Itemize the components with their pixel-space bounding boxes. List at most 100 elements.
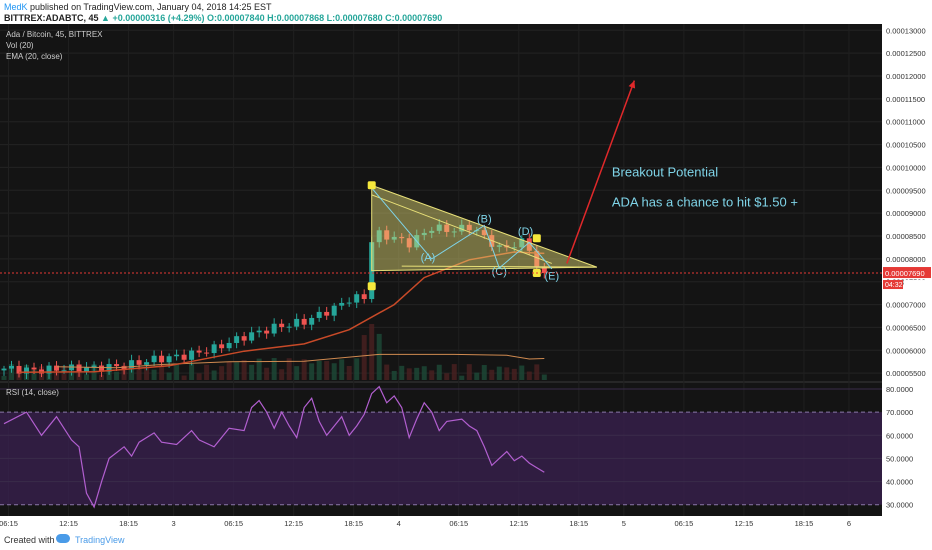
volume-bar	[144, 366, 150, 380]
price-tick-label: 0.00012000	[886, 72, 926, 81]
price-tick-label: 0.00006500	[886, 323, 926, 332]
candle-body	[144, 362, 150, 365]
volume-bar	[271, 358, 277, 380]
price-tick-label: 0.00011500	[886, 95, 925, 104]
volume-bar	[234, 362, 240, 380]
candle-body	[84, 367, 90, 372]
wave-label: (E)	[544, 270, 559, 282]
chart-svg[interactable]: 0.00013000 0.00012500 0.00012000 0.00011500…	[0, 24, 932, 530]
candle-body	[16, 365, 22, 374]
breakout-arrow	[566, 80, 636, 264]
wave-label: (C)	[492, 266, 507, 278]
candle-body	[466, 224, 472, 231]
volume-bar	[414, 367, 420, 380]
candle-body	[534, 250, 540, 267]
volume-bar	[331, 363, 337, 380]
volume-bar	[211, 370, 217, 380]
candle-body	[174, 354, 180, 357]
chart-area[interactable]: 0.00013000 0.00012500 0.00012000 0.00011500…	[0, 24, 932, 530]
volume-bar	[339, 359, 345, 380]
volume-bar	[69, 371, 75, 380]
volume-bar	[256, 358, 262, 380]
price-tag-label: 0.00007690	[885, 269, 925, 278]
volume-bar	[504, 367, 510, 380]
volume-bar	[99, 374, 105, 380]
candle-body	[91, 365, 97, 368]
candle-body	[54, 365, 60, 371]
volume-bar	[84, 374, 90, 380]
volume-bar	[159, 365, 165, 380]
candle-body	[31, 367, 37, 370]
time-tick-label: 5	[622, 519, 626, 528]
volume-bar	[226, 361, 232, 380]
volume-bar	[324, 361, 330, 380]
volume-bar	[286, 358, 292, 380]
candle-body	[151, 355, 157, 363]
author-link[interactable]: MedK	[4, 2, 28, 12]
price-tick-label: 0.00008000	[886, 255, 926, 264]
time-tick-label: 4	[397, 519, 401, 528]
candle-body	[294, 318, 300, 327]
tradingview-cloud-icon	[56, 534, 70, 543]
candle-body	[249, 332, 255, 341]
volume-bar	[219, 366, 225, 380]
price-tick-label: 0.00006000	[886, 346, 926, 355]
time-tick-label: 6	[847, 519, 851, 528]
volume-bar	[301, 359, 307, 380]
candle-body	[129, 360, 135, 370]
footer: Created with TradingView	[0, 530, 932, 550]
symbol-label: BITTREX:ADABTC, 45	[4, 13, 99, 23]
rsi-line	[3, 385, 545, 509]
price-tick-label: 0.00009000	[886, 209, 926, 218]
volume-bar	[481, 365, 487, 380]
volume-bar	[354, 358, 360, 380]
candle-body	[301, 318, 307, 325]
drawing-handle	[367, 282, 376, 291]
candle-body	[114, 364, 120, 367]
volume-bar	[511, 368, 517, 380]
ohlc-values: O:0.00007840 H:0.00007868 L:0.00007680 C…	[207, 13, 443, 23]
candle-body	[99, 365, 105, 372]
price-tick-label: 0.00010000	[886, 163, 926, 172]
candle-body	[444, 224, 450, 232]
time-tick-label: 3	[172, 519, 176, 528]
wave-zigzag-line	[371, 187, 553, 270]
triangle-upper-trendline	[371, 194, 552, 264]
candle-body	[399, 236, 405, 239]
price-tag-box	[883, 267, 931, 279]
candle-body	[309, 317, 315, 325]
candle-body	[286, 326, 292, 328]
rsi-tick-label: 80.0000	[886, 385, 913, 394]
candle-body	[406, 238, 412, 248]
annotation-breakout-title: Breakout Potential	[612, 165, 718, 180]
candle-body	[541, 266, 547, 274]
volume-bar	[174, 364, 180, 380]
symbol-line: BITTREX:ADABTC, 45 ▲ +0.00000316 (+4.29%…	[4, 13, 442, 23]
partial-tag-box	[904, 280, 931, 290]
volume-bar	[451, 364, 457, 380]
tradingview-link[interactable]: TradingView	[75, 535, 125, 545]
candle-body	[436, 224, 442, 231]
drawing-handle	[367, 181, 376, 190]
rsi-tick-label: 30.0000	[886, 501, 913, 510]
rsi-tick-label: 50.0000	[886, 454, 913, 463]
volume-bar	[114, 371, 120, 380]
time-tick-label: 18:15	[344, 519, 363, 528]
candle-body	[496, 245, 502, 247]
candle-body	[181, 354, 187, 360]
wave-label: (D)	[518, 226, 533, 238]
candle-body	[421, 232, 427, 236]
time-tick-label: 06:15	[0, 519, 18, 528]
candle-body	[361, 294, 367, 300]
time-axis-panel	[0, 516, 882, 530]
legend-ema: EMA (20, close)	[6, 52, 63, 61]
price-change: ▲ +0.00000316 (+4.29%)	[101, 13, 205, 23]
publish-info: published on TradingView.com, January 04…	[30, 2, 272, 12]
volume-bar	[369, 324, 375, 380]
time-tick-label: 18:15	[119, 519, 138, 528]
candle-body	[241, 336, 247, 341]
volume-bar	[1, 376, 7, 380]
candle-body	[24, 367, 30, 374]
candle-body	[211, 344, 217, 354]
candle-body	[346, 302, 352, 304]
